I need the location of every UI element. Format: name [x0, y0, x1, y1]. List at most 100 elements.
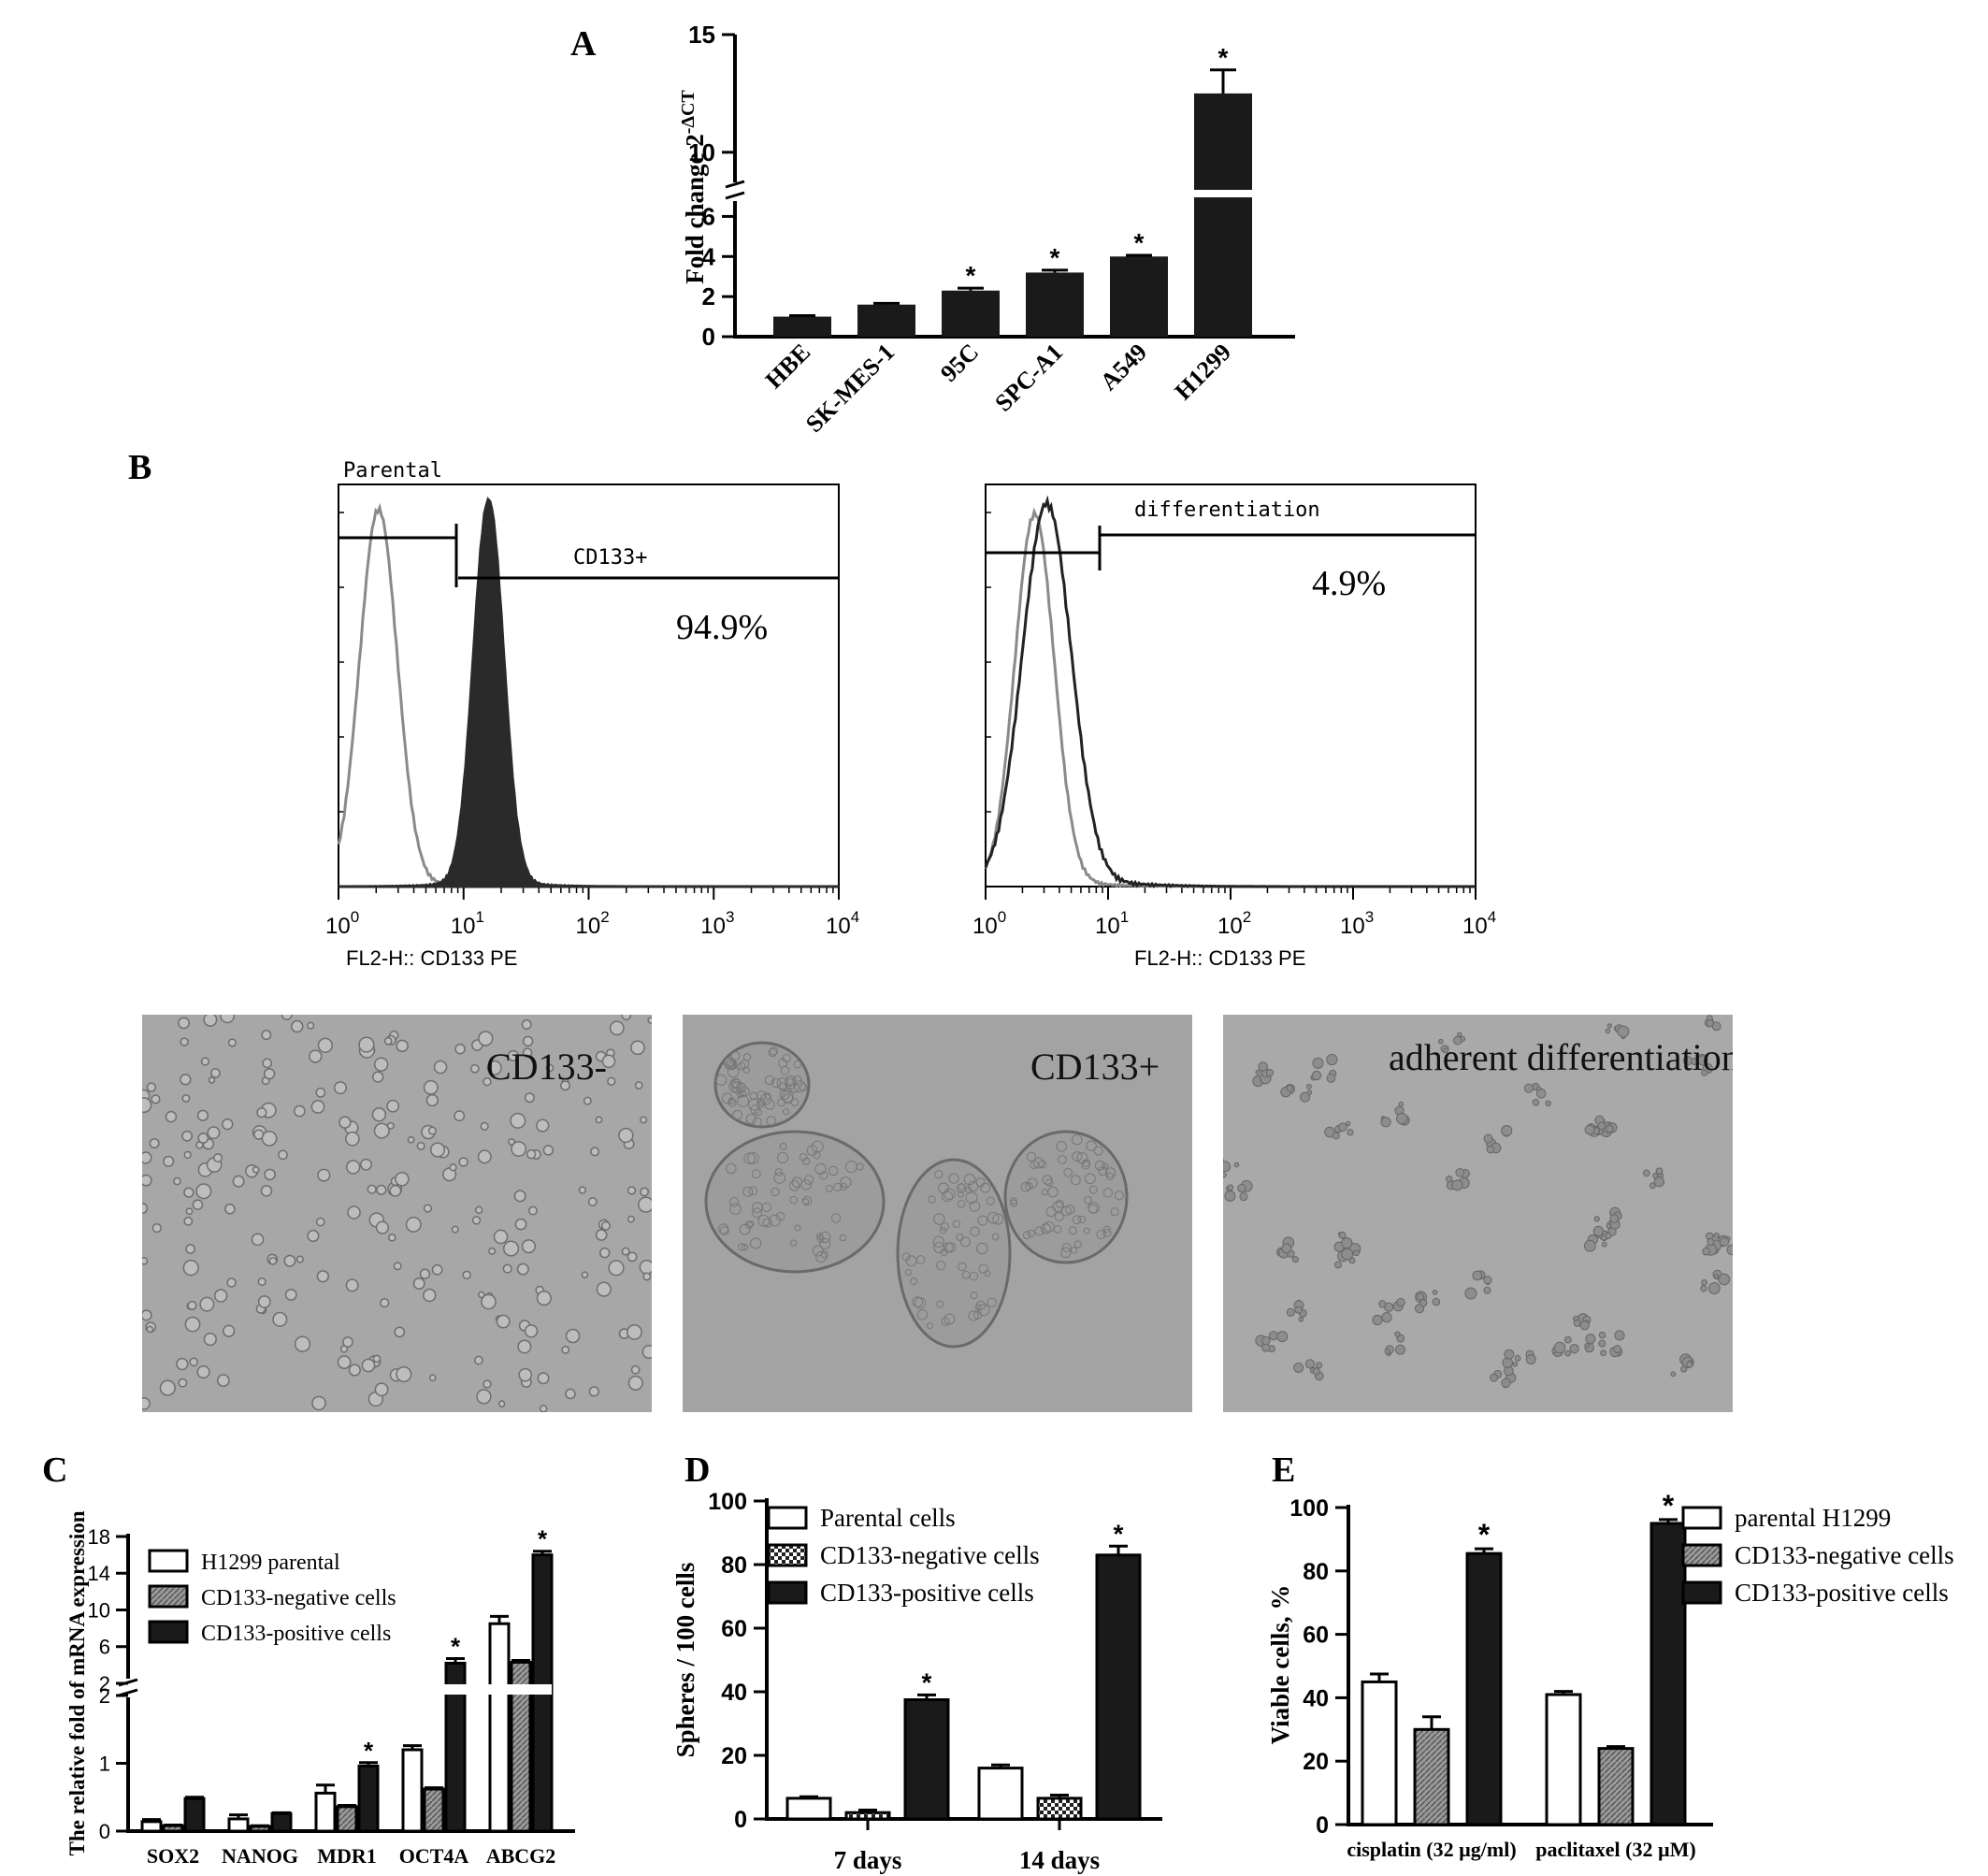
micrograph-neg-cell: [224, 1203, 236, 1215]
micrograph-diff-cell: [1563, 1335, 1572, 1344]
micrograph-neg-cell: [142, 1174, 152, 1187]
micrograph-pos-cell: [939, 1227, 947, 1234]
micrograph-pos-cell: [820, 1250, 828, 1259]
micrograph-diff-cell: [1606, 1124, 1614, 1133]
micrograph-neg-cell: [510, 1112, 526, 1129]
hist-parental-gate-label: CD133+: [573, 546, 647, 570]
c-bar-series-2: [357, 1764, 380, 1833]
e-legend-swatch: [1681, 1506, 1722, 1530]
micrograph-diff-cell: [1378, 1300, 1387, 1308]
hist-diff-percent: 4.9%: [1312, 564, 1386, 603]
micrograph-diff-cell: [1504, 1349, 1515, 1360]
micrograph-neg-cell: [394, 1326, 406, 1338]
micrograph-pos-cell: [1056, 1200, 1064, 1208]
micrograph-neg-cell: [187, 1300, 197, 1311]
micrograph-diff-cell: [1312, 1057, 1324, 1069]
micrograph-diff-cell: [1306, 1083, 1312, 1090]
micrograph-pos-cell: [721, 1092, 733, 1104]
micrograph-pos-cell: [980, 1182, 991, 1193]
hist-diff-frame: [985, 483, 1477, 887]
a-ytick-label: 0: [702, 323, 715, 351]
micrograph-diff-cell: [1345, 1120, 1351, 1127]
micrograph-pos-cell: [794, 1224, 801, 1232]
micrograph-neg-cell: [595, 1229, 608, 1241]
micrograph-cd133-negative: CD133-: [142, 1015, 652, 1412]
micrograph-pos-cell: [974, 1304, 982, 1311]
micrograph-diff-cell: [1598, 1331, 1606, 1339]
micrograph-neg-cell: [405, 1216, 422, 1233]
micrograph-neg-cell: [307, 1229, 320, 1243]
c-legend-swatch: [148, 1620, 189, 1644]
micrograph-pos-cell: [775, 1211, 785, 1221]
micrograph-pos-cell: [764, 1099, 775, 1110]
micrograph-neg-cell: [396, 1365, 412, 1383]
micrograph-pos-cell: [799, 1083, 808, 1091]
micrograph-pos-cell: [778, 1058, 788, 1068]
hist-parental-frame: [338, 483, 840, 887]
micrograph-diff-cell: [1324, 1126, 1335, 1138]
micrograph-pos-cell: [1034, 1226, 1044, 1236]
a-xtick-label: HBE: [760, 339, 815, 394]
micrograph-neg-cell: [290, 1019, 304, 1033]
c-bar-series-1: [249, 1825, 271, 1833]
micrograph-diff-cell: [1294, 1306, 1303, 1314]
micrograph-pos-cell: [992, 1213, 1004, 1225]
micrograph-neg-cell: [601, 1054, 616, 1069]
e-ytick-label: 60: [1303, 1623, 1329, 1649]
micrograph-neg-cell: [181, 1130, 194, 1142]
c-significance-star: *: [364, 1737, 374, 1765]
micrograph-neg-cell: [416, 1141, 425, 1150]
micrograph-pos-cell: [726, 1059, 738, 1071]
micrograph-diff-cell: [1706, 1018, 1715, 1028]
micrograph-neg-cell: [216, 1374, 230, 1387]
micrograph-neg-cell: [317, 1037, 334, 1053]
micrograph-neg-cell: [483, 1379, 492, 1389]
micrograph-neg-cell: [189, 1357, 199, 1367]
micrograph-pos-sphere: [704, 1130, 886, 1274]
micrograph-neg-cell: [560, 1080, 570, 1091]
micrograph-neg-cell: [477, 1149, 492, 1164]
micrograph-pos-cell: [958, 1182, 966, 1191]
micrograph-diff-cell: [1298, 1316, 1304, 1322]
e-legend-label: CD133-positive cells: [1735, 1579, 1949, 1607]
micrograph-neg-cell: [159, 1379, 176, 1396]
micrograph-pos-cell: [739, 1223, 751, 1235]
micrograph-pos-cell: [1041, 1189, 1048, 1196]
micrograph-neg-cell: [458, 1157, 468, 1167]
micrograph-neg-cell: [423, 1288, 437, 1303]
micrograph-diff-cell: [1713, 1232, 1720, 1239]
micrograph-neg-cell: [268, 1256, 278, 1265]
c-xtick-label: ABCG2: [486, 1844, 556, 1868]
d-bar-series-1: [1036, 1797, 1083, 1821]
micrograph-pos-cell: [970, 1292, 978, 1300]
micrograph-neg-cell: [380, 1298, 390, 1308]
micrograph-neg-cell: [565, 1388, 576, 1400]
micrograph-pos-cell: [934, 1170, 944, 1179]
micrograph-diff-cell: [1592, 1225, 1605, 1237]
micrograph-neg-cell: [641, 1345, 652, 1360]
micrograph-neg-cell: [647, 1017, 652, 1024]
micrograph-neg-cell: [360, 1158, 372, 1171]
micrograph-diff-cell: [1573, 1319, 1581, 1327]
micrograph-pos-cell: [750, 1237, 762, 1249]
micrograph-neg-cell: [627, 1375, 643, 1391]
micrograph-neg-cell: [311, 1395, 326, 1411]
micrograph-neg-cell: [587, 1197, 598, 1206]
micrograph-diff-cell: [1334, 1261, 1342, 1269]
c-bar-series-1: [423, 1787, 445, 1833]
micrograph-neg-cell: [195, 1183, 212, 1200]
micrograph-diff-cell: [1398, 1101, 1405, 1107]
micrograph-pos-cell: [769, 1046, 779, 1056]
micrograph-neg-cell: [256, 1107, 267, 1118]
micrograph-diff-cell: [1700, 1285, 1707, 1292]
micrograph-pos-cell: [1045, 1178, 1054, 1187]
micrograph-pos-cell: [1020, 1181, 1031, 1192]
a-ytick-label: 4: [702, 242, 716, 270]
micrograph-neg-cell: [226, 1277, 237, 1288]
micrograph-pos-cell: [791, 1176, 803, 1189]
c-xtick-label: NANOG: [222, 1844, 298, 1868]
micrograph-pos-cell: [1093, 1146, 1103, 1156]
micrograph-pos-cell: [732, 1109, 743, 1120]
micrograph-neg-cell: [165, 1110, 178, 1123]
micrograph-diff-cell: [1718, 1273, 1731, 1286]
